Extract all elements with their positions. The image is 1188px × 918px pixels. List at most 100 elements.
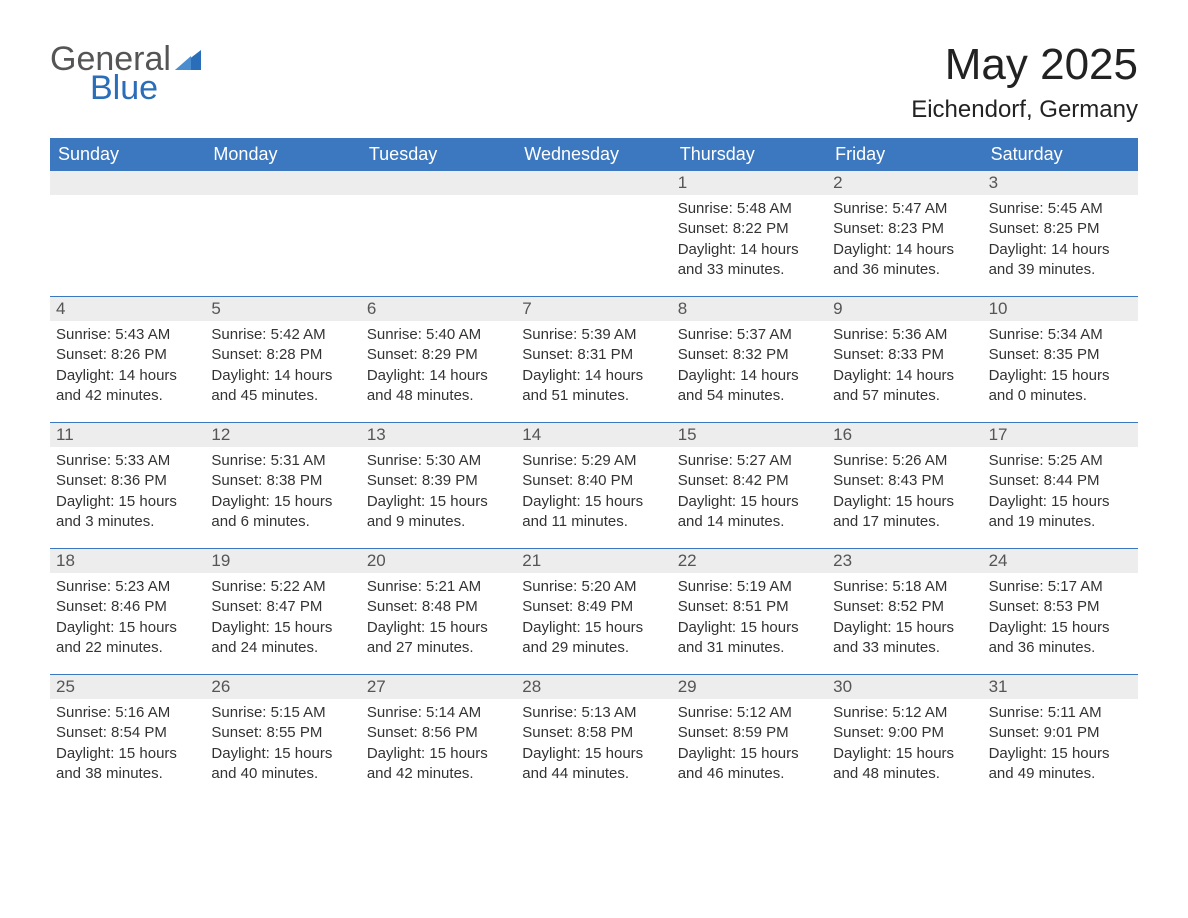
day-info: Sunrise: 5:47 AMSunset: 8:23 PMDaylight:… xyxy=(827,195,982,288)
calendar-cell: 28Sunrise: 5:13 AMSunset: 8:58 PMDayligh… xyxy=(516,675,671,800)
sunset-text: Sunset: 8:31 PM xyxy=(522,345,665,365)
date-number: 12 xyxy=(205,423,360,447)
calendar-cell: 19Sunrise: 5:22 AMSunset: 8:47 PMDayligh… xyxy=(205,549,360,674)
daylight-text: Daylight: 15 hours and 44 minutes. xyxy=(522,744,665,785)
date-number xyxy=(516,171,671,195)
calendar-cell xyxy=(516,171,671,296)
calendar-cell: 27Sunrise: 5:14 AMSunset: 8:56 PMDayligh… xyxy=(361,675,516,800)
day-info: Sunrise: 5:45 AMSunset: 8:25 PMDaylight:… xyxy=(983,195,1138,288)
sunset-text: Sunset: 8:54 PM xyxy=(56,723,199,743)
calendar-cell: 4Sunrise: 5:43 AMSunset: 8:26 PMDaylight… xyxy=(50,297,205,422)
day-info: Sunrise: 5:13 AMSunset: 8:58 PMDaylight:… xyxy=(516,699,671,792)
calendar-cell: 21Sunrise: 5:20 AMSunset: 8:49 PMDayligh… xyxy=(516,549,671,674)
calendar-cell: 31Sunrise: 5:11 AMSunset: 9:01 PMDayligh… xyxy=(983,675,1138,800)
calendar-cell: 15Sunrise: 5:27 AMSunset: 8:42 PMDayligh… xyxy=(672,423,827,548)
calendar-cell: 17Sunrise: 5:25 AMSunset: 8:44 PMDayligh… xyxy=(983,423,1138,548)
sunrise-text: Sunrise: 5:40 AM xyxy=(367,325,510,345)
day-info: Sunrise: 5:30 AMSunset: 8:39 PMDaylight:… xyxy=(361,447,516,540)
date-number: 10 xyxy=(983,297,1138,321)
sunset-text: Sunset: 8:44 PM xyxy=(989,471,1132,491)
date-number xyxy=(50,171,205,195)
daylight-text: Daylight: 15 hours and 6 minutes. xyxy=(211,492,354,533)
sunset-text: Sunset: 8:22 PM xyxy=(678,219,821,239)
sunrise-text: Sunrise: 5:23 AM xyxy=(56,577,199,597)
date-number: 31 xyxy=(983,675,1138,699)
daylight-text: Daylight: 15 hours and 36 minutes. xyxy=(989,618,1132,659)
logo-sail-icon xyxy=(175,50,201,70)
calendar-week: 11Sunrise: 5:33 AMSunset: 8:36 PMDayligh… xyxy=(50,422,1138,548)
day-info: Sunrise: 5:12 AMSunset: 8:59 PMDaylight:… xyxy=(672,699,827,792)
date-number: 1 xyxy=(672,171,827,195)
sunrise-text: Sunrise: 5:45 AM xyxy=(989,199,1132,219)
day-info: Sunrise: 5:14 AMSunset: 8:56 PMDaylight:… xyxy=(361,699,516,792)
sunrise-text: Sunrise: 5:36 AM xyxy=(833,325,976,345)
calendar-cell xyxy=(205,171,360,296)
sunrise-text: Sunrise: 5:37 AM xyxy=(678,325,821,345)
date-number: 20 xyxy=(361,549,516,573)
date-number: 27 xyxy=(361,675,516,699)
daylight-text: Daylight: 14 hours and 33 minutes. xyxy=(678,240,821,281)
calendar-cell xyxy=(50,171,205,296)
day-info: Sunrise: 5:31 AMSunset: 8:38 PMDaylight:… xyxy=(205,447,360,540)
day-info: Sunrise: 5:16 AMSunset: 8:54 PMDaylight:… xyxy=(50,699,205,792)
day-info: Sunrise: 5:40 AMSunset: 8:29 PMDaylight:… xyxy=(361,321,516,414)
date-number: 9 xyxy=(827,297,982,321)
day-info: Sunrise: 5:17 AMSunset: 8:53 PMDaylight:… xyxy=(983,573,1138,666)
weekday-header-row: Sunday Monday Tuesday Wednesday Thursday… xyxy=(50,138,1138,171)
daylight-text: Daylight: 14 hours and 54 minutes. xyxy=(678,366,821,407)
sunset-text: Sunset: 8:48 PM xyxy=(367,597,510,617)
sunrise-text: Sunrise: 5:30 AM xyxy=(367,451,510,471)
sunrise-text: Sunrise: 5:16 AM xyxy=(56,703,199,723)
sunset-text: Sunset: 8:42 PM xyxy=(678,471,821,491)
sunset-text: Sunset: 8:53 PM xyxy=(989,597,1132,617)
daylight-text: Daylight: 15 hours and 3 minutes. xyxy=(56,492,199,533)
daylight-text: Daylight: 15 hours and 17 minutes. xyxy=(833,492,976,533)
calendar-cell: 30Sunrise: 5:12 AMSunset: 9:00 PMDayligh… xyxy=(827,675,982,800)
calendar-cell: 16Sunrise: 5:26 AMSunset: 8:43 PMDayligh… xyxy=(827,423,982,548)
weekday-header: Tuesday xyxy=(361,138,516,171)
sunset-text: Sunset: 8:52 PM xyxy=(833,597,976,617)
calendar-cell: 7Sunrise: 5:39 AMSunset: 8:31 PMDaylight… xyxy=(516,297,671,422)
sunset-text: Sunset: 8:39 PM xyxy=(367,471,510,491)
daylight-text: Daylight: 15 hours and 11 minutes. xyxy=(522,492,665,533)
sunset-text: Sunset: 8:55 PM xyxy=(211,723,354,743)
sunrise-text: Sunrise: 5:19 AM xyxy=(678,577,821,597)
calendar-cell: 26Sunrise: 5:15 AMSunset: 8:55 PMDayligh… xyxy=(205,675,360,800)
day-info: Sunrise: 5:48 AMSunset: 8:22 PMDaylight:… xyxy=(672,195,827,288)
weekday-header: Friday xyxy=(827,138,982,171)
day-info: Sunrise: 5:11 AMSunset: 9:01 PMDaylight:… xyxy=(983,699,1138,792)
sunrise-text: Sunrise: 5:27 AM xyxy=(678,451,821,471)
date-number xyxy=(205,171,360,195)
daylight-text: Daylight: 15 hours and 48 minutes. xyxy=(833,744,976,785)
day-info: Sunrise: 5:19 AMSunset: 8:51 PMDaylight:… xyxy=(672,573,827,666)
calendar-week: 1Sunrise: 5:48 AMSunset: 8:22 PMDaylight… xyxy=(50,171,1138,296)
weekday-header: Thursday xyxy=(672,138,827,171)
day-info: Sunrise: 5:23 AMSunset: 8:46 PMDaylight:… xyxy=(50,573,205,666)
day-info: Sunrise: 5:27 AMSunset: 8:42 PMDaylight:… xyxy=(672,447,827,540)
date-number xyxy=(361,171,516,195)
date-number: 22 xyxy=(672,549,827,573)
sunset-text: Sunset: 8:40 PM xyxy=(522,471,665,491)
sunset-text: Sunset: 8:38 PM xyxy=(211,471,354,491)
sunrise-text: Sunrise: 5:22 AM xyxy=(211,577,354,597)
date-number: 11 xyxy=(50,423,205,447)
daylight-text: Daylight: 15 hours and 42 minutes. xyxy=(367,744,510,785)
sunset-text: Sunset: 8:25 PM xyxy=(989,219,1132,239)
date-number: 26 xyxy=(205,675,360,699)
daylight-text: Daylight: 14 hours and 51 minutes. xyxy=(522,366,665,407)
daylight-text: Daylight: 14 hours and 39 minutes. xyxy=(989,240,1132,281)
sunset-text: Sunset: 8:47 PM xyxy=(211,597,354,617)
date-number: 23 xyxy=(827,549,982,573)
header: General Blue May 2025 Eichendorf, German… xyxy=(50,40,1138,124)
sunrise-text: Sunrise: 5:17 AM xyxy=(989,577,1132,597)
logo: General Blue xyxy=(50,40,201,108)
calendar-cell: 8Sunrise: 5:37 AMSunset: 8:32 PMDaylight… xyxy=(672,297,827,422)
sunrise-text: Sunrise: 5:18 AM xyxy=(833,577,976,597)
sunset-text: Sunset: 8:29 PM xyxy=(367,345,510,365)
daylight-text: Daylight: 15 hours and 0 minutes. xyxy=(989,366,1132,407)
date-number: 3 xyxy=(983,171,1138,195)
daylight-text: Daylight: 14 hours and 57 minutes. xyxy=(833,366,976,407)
date-number: 4 xyxy=(50,297,205,321)
sunrise-text: Sunrise: 5:48 AM xyxy=(678,199,821,219)
sunset-text: Sunset: 8:36 PM xyxy=(56,471,199,491)
